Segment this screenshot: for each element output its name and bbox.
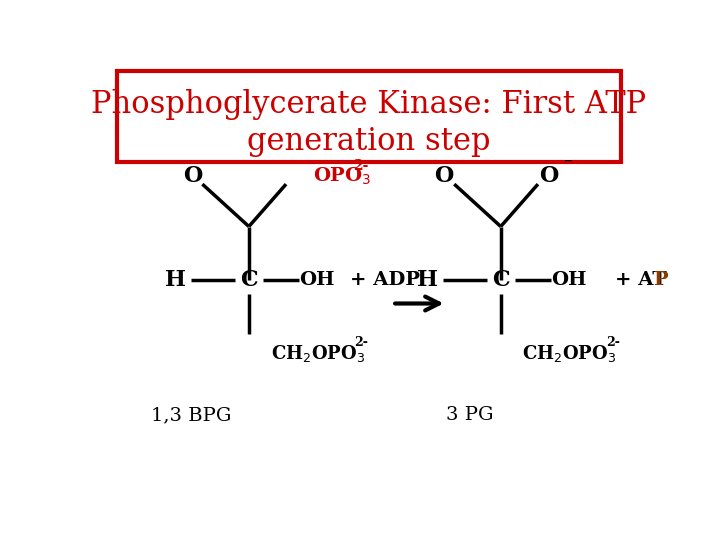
- Text: ⁻: ⁻: [564, 157, 572, 174]
- Text: 1,3 BPG: 1,3 BPG: [150, 406, 231, 424]
- Text: + AT: + AT: [616, 272, 667, 289]
- Text: H: H: [417, 269, 438, 292]
- Text: O: O: [539, 165, 559, 187]
- Text: CH$_2$OPO$_3$: CH$_2$OPO$_3$: [523, 343, 616, 364]
- Text: 3 PG: 3 PG: [446, 406, 493, 424]
- Bar: [117, 71, 621, 162]
- Text: OPO$_3$: OPO$_3$: [313, 166, 372, 187]
- Text: C: C: [492, 269, 510, 292]
- Text: CH$_2$OPO$_3$: CH$_2$OPO$_3$: [271, 343, 364, 364]
- Text: H: H: [165, 269, 186, 292]
- Text: Phosphoglycerate Kinase: First ATP: Phosphoglycerate Kinase: First ATP: [91, 89, 647, 120]
- Text: + ADP: + ADP: [349, 272, 420, 289]
- Text: O: O: [434, 165, 454, 187]
- Text: OH: OH: [552, 272, 587, 289]
- Text: 2-: 2-: [354, 335, 368, 348]
- Text: P: P: [654, 272, 668, 289]
- FancyArrowPatch shape: [395, 296, 439, 310]
- Text: O: O: [184, 165, 203, 187]
- Text: C: C: [240, 269, 258, 292]
- Text: 2-: 2-: [354, 159, 369, 173]
- Text: 2-: 2-: [606, 335, 620, 348]
- Text: generation step: generation step: [247, 126, 491, 157]
- Text: OH: OH: [300, 272, 335, 289]
